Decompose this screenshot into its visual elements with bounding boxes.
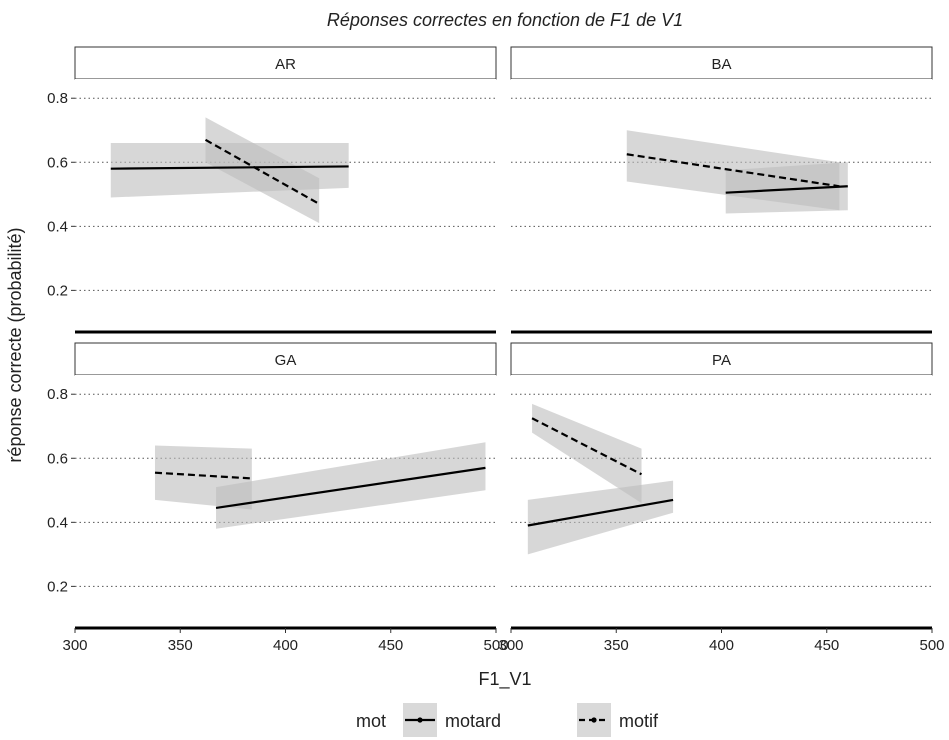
legend-key-motif — [577, 703, 611, 737]
ribbon-PA-motif — [532, 403, 642, 504]
x-tick-label-PA-500: 500 — [919, 637, 944, 654]
plot-area-BA — [511, 79, 932, 332]
line-PA-motard — [527, 498, 674, 527]
y-tick-label-GA-0.8: 0.8 — [47, 386, 68, 403]
y-tick-label-GA-0.2: 0.2 — [47, 578, 68, 595]
strip-label-AR: AR — [275, 56, 296, 73]
legend-key-motard — [403, 703, 437, 737]
legend-label-motard: motard — [445, 711, 501, 731]
panel-PA: PA 300 350 400 450 500 — [498, 342, 945, 654]
y-tick-label-AR-0.8: 0.8 — [47, 90, 68, 107]
ribbon-AR-motif — [205, 117, 320, 224]
line-GA-motard — [215, 466, 486, 509]
y-axis-title: réponse correcte (probabilité) — [5, 227, 25, 462]
x-tick-label-GA-500: 500 — [483, 637, 508, 654]
strip-label-GA: GA — [275, 352, 297, 369]
y-tick-label-AR-0.4: 0.4 — [47, 218, 68, 235]
y-tick-label-GA-0.6: 0.6 — [47, 450, 68, 467]
strip-GA — [74, 342, 497, 376]
x-axis-title: F1_V1 — [478, 669, 531, 690]
ribbon-GA-motif — [154, 445, 252, 510]
line-AR-motard — [110, 165, 349, 170]
x-tick-label-GA-400: 400 — [273, 637, 298, 654]
x-tick-label-GA-300: 300 — [62, 637, 87, 654]
legend-point-motif — [591, 717, 597, 723]
x-tick-label-PA-450: 450 — [814, 637, 839, 654]
legend: mot motard motif — [356, 703, 659, 737]
chart-title: Réponses correctes en fonction de F1 de … — [327, 10, 683, 30]
plot-area-AR — [75, 79, 496, 332]
x-tick-label-PA-300: 300 — [498, 637, 523, 654]
x-tick-label-GA-450: 450 — [378, 637, 403, 654]
panel-GA: GA 0.2 0.4 0.6 0.8 300 350 400 450 500 — [47, 342, 509, 654]
x-tick-label-PA-400: 400 — [709, 637, 734, 654]
legend-point-motard — [417, 717, 423, 723]
ribbon-GA-motard — [216, 442, 486, 529]
strip-AR — [74, 46, 497, 80]
line-BA-motif — [626, 153, 840, 188]
strip-label-BA: BA — [711, 56, 731, 73]
legend-title: mot — [356, 711, 386, 731]
x-tick-label-GA-350: 350 — [168, 637, 193, 654]
panels-group: AR 0.2 0.4 0.6 0.8 BA GA 0.2 0.4 0.6 0.8 300 350 400 4… — [47, 46, 945, 654]
x-tick-label-PA-350: 350 — [604, 637, 629, 654]
line-GA-motif — [154, 471, 252, 480]
y-tick-label-AR-0.2: 0.2 — [47, 282, 68, 299]
line-BA-motard — [725, 185, 848, 194]
strip-label-PA: PA — [712, 352, 731, 369]
y-tick-label-AR-0.6: 0.6 — [47, 154, 68, 171]
y-tick-label-GA-0.4: 0.4 — [47, 514, 68, 531]
panel-BA: BA — [510, 46, 933, 334]
legend-label-motif: motif — [619, 711, 659, 731]
line-PA-motif — [531, 417, 643, 476]
panel-AR: AR 0.2 0.4 0.6 0.8 — [47, 46, 497, 334]
strip-BA — [510, 46, 933, 80]
